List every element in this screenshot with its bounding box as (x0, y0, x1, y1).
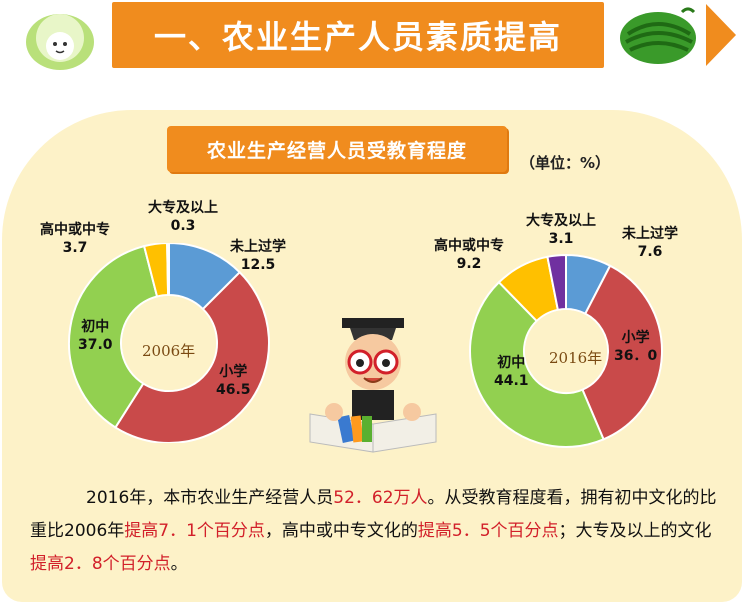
label-value: 46.5 (216, 382, 251, 398)
label-name: 高中或中专 (40, 222, 110, 238)
donut-slice-1 (114, 270, 270, 443)
label-value: 0.3 (170, 218, 196, 234)
para-highlight-4: 提高2．8个百分点 (30, 554, 171, 574)
watermelon-icon (616, 4, 702, 66)
title-banner: 一、农业生产人员素质提高 (112, 2, 604, 68)
label-name: 小学 (621, 330, 650, 346)
donut-slice-4 (546, 253, 567, 311)
para-highlight-2: 提高7．1个百分点 (124, 521, 265, 541)
label-value: 44.1 (494, 373, 529, 389)
label-2016-dazhuan: 大专及以上 3.1 (526, 212, 596, 248)
donut-chart-2006 (68, 243, 270, 443)
cabbage-logo-icon (22, 2, 98, 72)
label-name: 大专及以上 (526, 213, 596, 229)
para-text-2: 。从受教育程度看，拥有初中文化的比重比2006年 (30, 488, 717, 541)
label-2006-gaozhong: 高中或中专 3.7 (40, 221, 110, 257)
para-text-3: ，高中或中专文化的 (264, 521, 418, 541)
label-2016-weishang: 未上过学 7.6 (622, 225, 678, 261)
page-title: 一、农业生产人员素质提高 (153, 18, 562, 56)
label-2006-xiaoxue: 小学 46.5 (216, 363, 251, 399)
donut-hole (122, 296, 216, 390)
label-value: 7.6 (637, 244, 663, 260)
donut-chart-2016 (469, 253, 663, 448)
label-2006-weishang: 未上过学 12.5 (230, 238, 286, 274)
label-name: 初中 (497, 355, 526, 371)
center-year-2006: 2006年 (142, 342, 196, 360)
label-name: 大专及以上 (148, 200, 218, 216)
student-reading-icon (300, 318, 450, 456)
center-year-2016: 2016年 (549, 349, 603, 367)
summary-paragraph: 2016年，本市农业生产经营人员52．62万人。从受教育程度看，拥有初中文化的比… (30, 482, 720, 581)
label-value: 3.7 (62, 240, 88, 256)
donut-slice-1 (581, 264, 663, 441)
label-value: 36．0 (614, 348, 658, 364)
label-name: 高中或中专 (434, 238, 504, 254)
label-value: 37.0 (78, 337, 113, 353)
label-2016-gaozhong: 高中或中专 9.2 (434, 237, 504, 273)
label-2006-dazhuan: 大专及以上 0.3 (148, 199, 218, 235)
label-name: 初中 (81, 319, 110, 335)
para-text-1: 2016年，本市农业生产经营人员 (86, 488, 334, 508)
label-2006-chuzhong: 初中 37.0 (78, 318, 113, 354)
para-highlight-1: 52．62万人 (333, 488, 428, 508)
label-value: 12.5 (240, 257, 276, 273)
label-name: 未上过学 (230, 239, 286, 255)
para-highlight-3: 提高5．5个百分点 (417, 521, 559, 541)
donut-slice-2 (469, 280, 605, 448)
donut-slice-2 (68, 244, 159, 429)
label-2016-xiaoxue: 小学 36．0 (614, 329, 657, 365)
chart-title: 农业生产经营人员受教育程度 (167, 126, 507, 172)
para-text-5: 。 (170, 554, 188, 574)
banner-arrow-icon (706, 4, 736, 66)
label-2016-chuzhong: 初中 44.1 (494, 354, 529, 390)
label-value: 3.1 (548, 231, 574, 247)
label-name: 小学 (219, 364, 248, 380)
unit-label: （单位：%） (520, 154, 611, 172)
para-text-4: ；大专及以上的文化 (558, 521, 712, 541)
label-name: 未上过学 (622, 226, 678, 242)
label-value: 9.2 (456, 256, 482, 272)
donut-hole (525, 310, 607, 392)
donut-slice-4 (166, 243, 170, 297)
